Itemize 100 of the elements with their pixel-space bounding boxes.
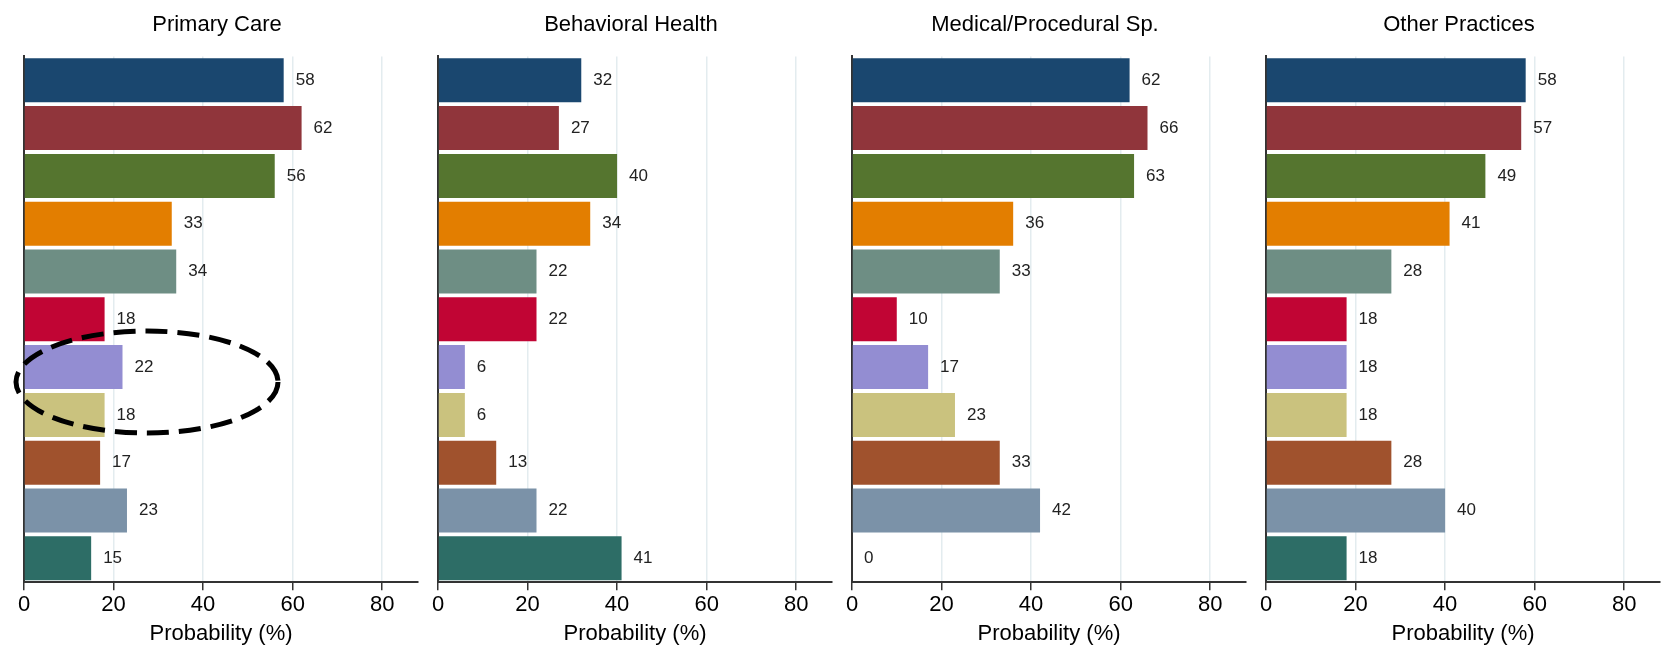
data-label: 34	[188, 261, 208, 281]
data-label: 18	[1358, 356, 1378, 376]
data-label: 18	[1358, 547, 1378, 567]
data-label: 56	[286, 165, 306, 185]
bar	[438, 249, 537, 294]
data-label: 40	[629, 165, 649, 185]
bar	[24, 297, 105, 342]
bar	[1266, 201, 1450, 246]
x-tick-label: 80	[369, 591, 395, 617]
bar	[24, 536, 92, 581]
data-label: 10	[908, 308, 928, 328]
data-label: 22	[548, 261, 568, 281]
data-label: 18	[116, 404, 136, 424]
data-label: 66	[1159, 117, 1179, 137]
x-tick-label: 0	[1259, 591, 1273, 617]
chart-title: Other Practices	[1383, 11, 1535, 37]
x-tick-label: 40	[1018, 591, 1044, 617]
data-label: 23	[138, 500, 158, 520]
x-tick-label: 20	[1343, 591, 1368, 617]
x-tick-label: 40	[1432, 591, 1458, 617]
data-label: 28	[1403, 452, 1423, 472]
bar	[438, 201, 591, 246]
bar	[852, 392, 955, 437]
x-axis-title: Probability (%)	[563, 619, 707, 645]
bar	[852, 58, 1130, 103]
data-label: 18	[1358, 308, 1378, 328]
bar	[1266, 106, 1522, 151]
bar	[1266, 440, 1392, 485]
bar	[1266, 153, 1486, 198]
data-label: 49	[1497, 165, 1517, 185]
bar	[438, 488, 537, 533]
bar	[24, 201, 172, 246]
data-label: 57	[1533, 117, 1553, 137]
x-tick-label: 20	[101, 591, 126, 617]
x-tick-label: 40	[190, 591, 216, 617]
bar	[1266, 488, 1446, 533]
data-label: 28	[1403, 261, 1423, 281]
x-axis-title: Probability (%)	[977, 619, 1121, 645]
bar	[438, 345, 465, 390]
x-tick-label: 80	[1611, 591, 1637, 617]
data-label: 62	[1141, 69, 1161, 89]
data-label: 18	[116, 308, 136, 328]
x-tick-label: 0	[431, 591, 445, 617]
bar	[438, 153, 618, 198]
bar	[24, 153, 275, 198]
data-label: 22	[548, 308, 568, 328]
bar	[24, 488, 127, 533]
x-tick-label: 60	[694, 591, 719, 617]
bar	[438, 297, 537, 342]
data-label: 17	[940, 356, 960, 376]
bar	[852, 153, 1135, 198]
data-label: 0	[864, 547, 874, 567]
bar	[852, 297, 897, 342]
x-tick-label: 60	[1108, 591, 1133, 617]
bar	[24, 440, 101, 485]
bar	[852, 345, 929, 390]
bar	[1266, 58, 1526, 103]
x-tick-label: 80	[1197, 591, 1223, 617]
bar	[24, 58, 284, 103]
data-label: 36	[1025, 213, 1045, 233]
data-label: 13	[508, 452, 528, 472]
bar	[852, 440, 1000, 485]
data-label: 41	[633, 547, 653, 567]
data-label: 33	[1011, 452, 1031, 472]
bar	[1266, 392, 1347, 437]
bar	[438, 58, 582, 103]
x-tick-label: 0	[17, 591, 31, 617]
data-label: 33	[1011, 261, 1031, 281]
bar	[1266, 536, 1347, 581]
data-label: 40	[1457, 500, 1477, 520]
data-label: 41	[1461, 213, 1481, 233]
data-label: 27	[570, 117, 590, 137]
bar	[24, 249, 177, 294]
x-axis-title: Probability (%)	[1391, 619, 1535, 645]
bar	[1266, 297, 1347, 342]
data-label: 58	[1537, 69, 1557, 89]
x-tick-label: 60	[280, 591, 305, 617]
data-label: 42	[1052, 500, 1071, 520]
bar	[24, 345, 123, 390]
x-tick-label: 40	[604, 591, 630, 617]
data-label: 22	[548, 500, 568, 520]
x-tick-label: 20	[515, 591, 540, 617]
bar	[438, 440, 497, 485]
bar	[852, 249, 1000, 294]
bar	[24, 392, 105, 437]
bar	[1266, 345, 1347, 390]
data-label: 18	[1358, 404, 1378, 424]
bar	[1266, 249, 1392, 294]
data-label: 17	[112, 452, 132, 472]
x-axis-title: Probability (%)	[149, 619, 293, 645]
data-label: 23	[966, 404, 986, 424]
data-label: 33	[183, 213, 203, 233]
x-tick-label: 20	[929, 591, 954, 617]
data-label: 6	[476, 404, 487, 424]
bar	[852, 106, 1148, 151]
x-tick-label: 60	[1522, 591, 1547, 617]
bar	[24, 106, 302, 151]
bar	[438, 392, 465, 437]
data-label: 6	[476, 356, 487, 376]
chart-title: Behavioral Health	[544, 11, 718, 37]
